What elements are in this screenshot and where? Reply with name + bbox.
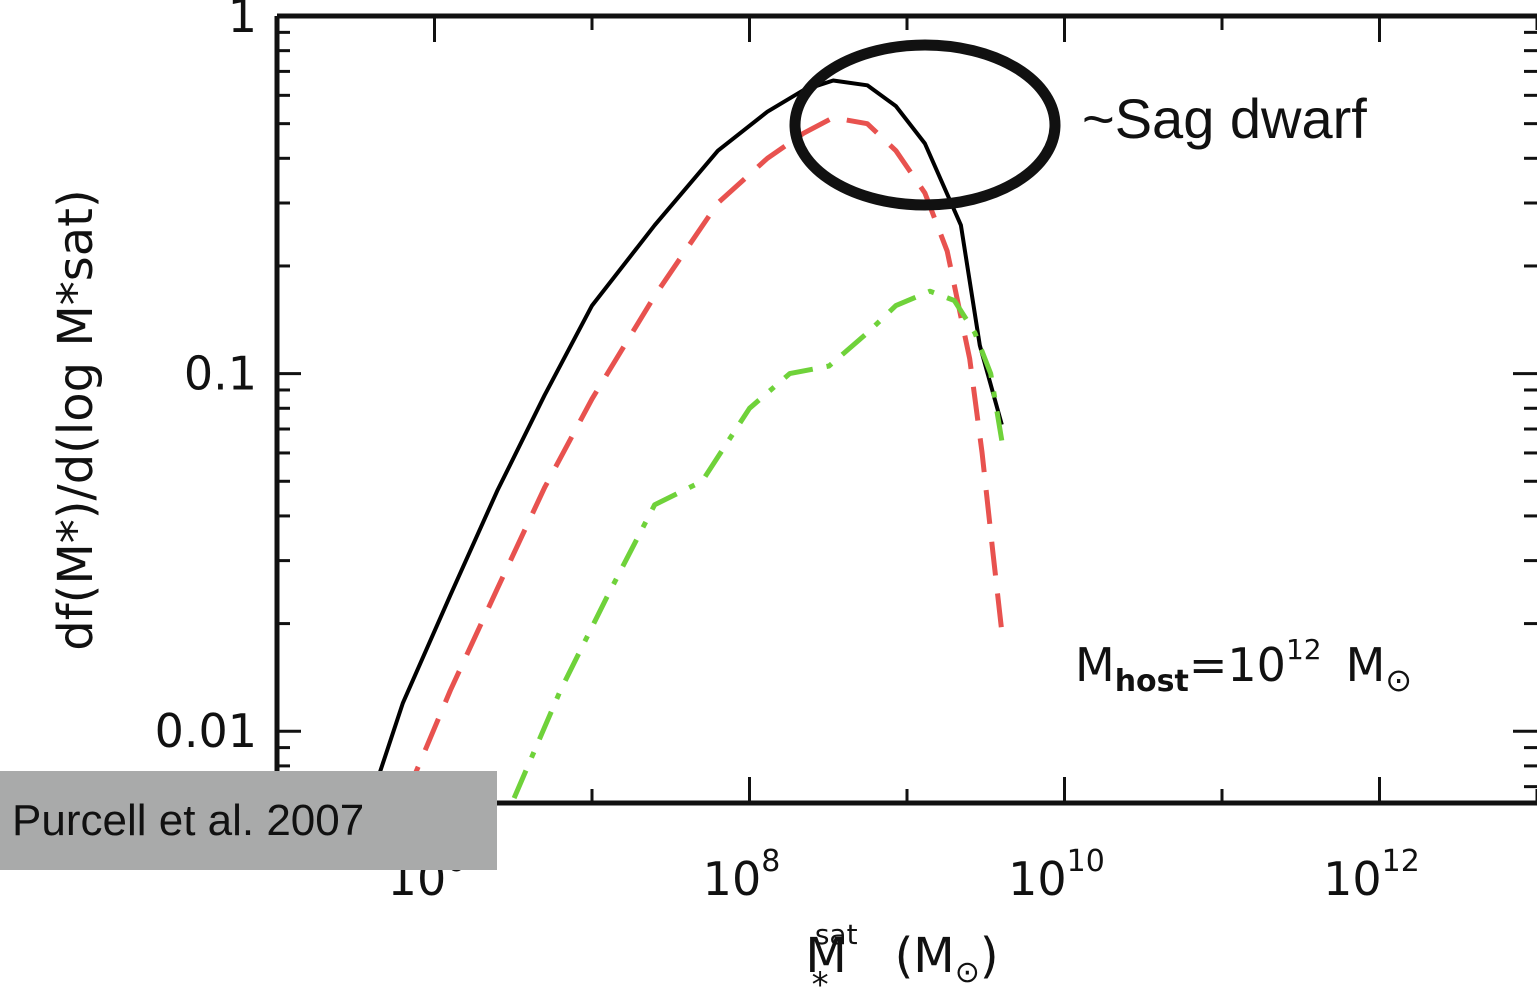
y-tick-label: 0.1	[184, 347, 257, 401]
x-tick-label-exp: 8	[761, 844, 780, 879]
citation-badge: Purcell et al. 2007	[0, 771, 497, 870]
x-axis-title-unit-end: )	[980, 928, 999, 984]
peak-highlight-ellipse	[789, 39, 1061, 211]
y-tick-label: 0.01	[155, 704, 257, 758]
x-tick-label: 108	[703, 844, 781, 906]
y-axis-title-text: df(M*)/d(log M*sat)	[48, 189, 104, 650]
host-mass-annotation: Mhost=1012 M⊙	[1075, 633, 1412, 699]
x-axis-title-base: M	[805, 928, 846, 984]
x-tick-label-base: 10	[1323, 852, 1382, 906]
y-axis-title: df(M*)/d(log M*sat)	[48, 189, 104, 650]
series-line-dashed	[402, 115, 1005, 800]
x-axis-title-sup: sat	[815, 918, 858, 951]
x-tick-label-exp: 10	[1067, 844, 1105, 879]
citation-text: Purcell et al. 2007	[12, 795, 365, 845]
sag-dwarf-annotation: ~Sag dwarf	[1082, 87, 1367, 150]
x-axis-title-sub: *	[812, 965, 829, 993]
y-tick-label: 1	[228, 0, 257, 43]
x-tick-label: 1012	[1323, 844, 1420, 906]
x-axis-title: Msat * (M⊙)	[805, 918, 998, 993]
host-mass-base: M	[1075, 638, 1115, 692]
host-mass-sup: 12	[1286, 633, 1322, 666]
x-axis-title-unit-sub: ⊙	[955, 955, 980, 990]
x-axis-title-unit: (M	[895, 928, 955, 984]
host-mass-unit-sub: ⊙	[1385, 661, 1412, 699]
host-mass-eq: =10	[1189, 638, 1286, 692]
x-tick-label-base: 10	[703, 852, 762, 906]
x-tick-label: 1010	[1008, 844, 1105, 906]
x-tick-label-exp: 12	[1382, 844, 1420, 879]
x-tick-label-base: 10	[1008, 852, 1067, 906]
series-line-dash-dot	[511, 288, 1005, 800]
series-line-solid	[367, 78, 1004, 803]
host-mass-unit: M	[1346, 638, 1386, 692]
host-mass-sub: host	[1115, 664, 1189, 699]
series-group	[367, 78, 1005, 803]
